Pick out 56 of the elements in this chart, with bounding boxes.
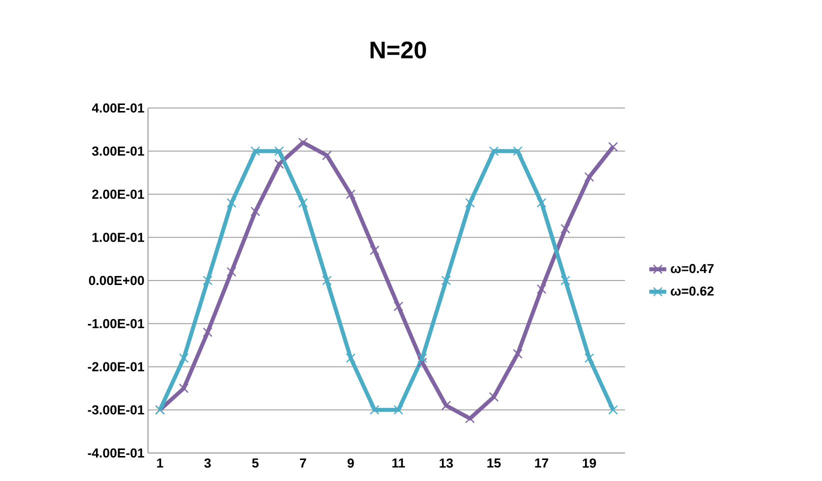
point	[465, 414, 475, 424]
point	[465, 198, 475, 208]
y-tick-label: 2.00E-01	[92, 190, 144, 199]
x-tick-label: 11	[392, 458, 405, 468]
point	[226, 198, 236, 208]
point	[560, 276, 570, 286]
point	[178, 353, 189, 363]
x-tick-label: 19	[582, 458, 596, 468]
point	[488, 392, 499, 402]
point	[250, 206, 260, 216]
x-tick-label: 13	[440, 458, 453, 468]
y-tick-label: 1.00E-01	[92, 232, 144, 242]
y-tick-label: 3.00E-01	[92, 146, 144, 156]
point	[560, 224, 570, 234]
point	[298, 138, 308, 148]
y-tick-label: -3.00E-01	[88, 405, 144, 414]
legend-label: ω=0.62	[670, 286, 714, 296]
point	[370, 245, 380, 256]
point	[178, 383, 189, 394]
x-tick-label: 1	[157, 458, 164, 468]
point	[417, 358, 428, 368]
y-tick-label: 0.00E+00	[88, 276, 144, 286]
x-tick-label: 3	[204, 458, 211, 468]
point	[322, 276, 332, 286]
y-tick-label: -2.00E-01	[88, 362, 144, 372]
point	[584, 353, 594, 363]
point	[394, 302, 404, 312]
x-tick-label: 17	[535, 458, 548, 468]
y-tick-label: -4.00E-01	[88, 448, 144, 458]
point	[584, 172, 594, 182]
point	[370, 405, 380, 415]
point	[202, 276, 212, 286]
chart-title: N=20	[370, 41, 426, 58]
point	[274, 159, 284, 169]
point	[512, 348, 523, 359]
x-tick-label: 9	[348, 458, 354, 468]
x-tick-label: 15	[487, 458, 501, 468]
point	[417, 353, 428, 363]
point	[608, 142, 618, 152]
point	[346, 189, 356, 200]
point	[226, 267, 236, 277]
legend-label: ω=0.47	[670, 264, 714, 274]
x-tick-label: 7	[300, 458, 306, 468]
x-tick-label: 5	[252, 458, 259, 468]
point	[202, 327, 212, 338]
point	[394, 405, 404, 415]
y-tick-label: -1.00E-01	[88, 319, 144, 328]
point	[608, 405, 618, 415]
point	[536, 198, 546, 208]
point	[346, 353, 356, 363]
point	[298, 198, 308, 208]
y-tick-label: 4.00E-01	[92, 103, 144, 113]
point	[322, 150, 332, 160]
point	[441, 276, 451, 286]
point	[536, 284, 546, 294]
point	[441, 400, 451, 410]
